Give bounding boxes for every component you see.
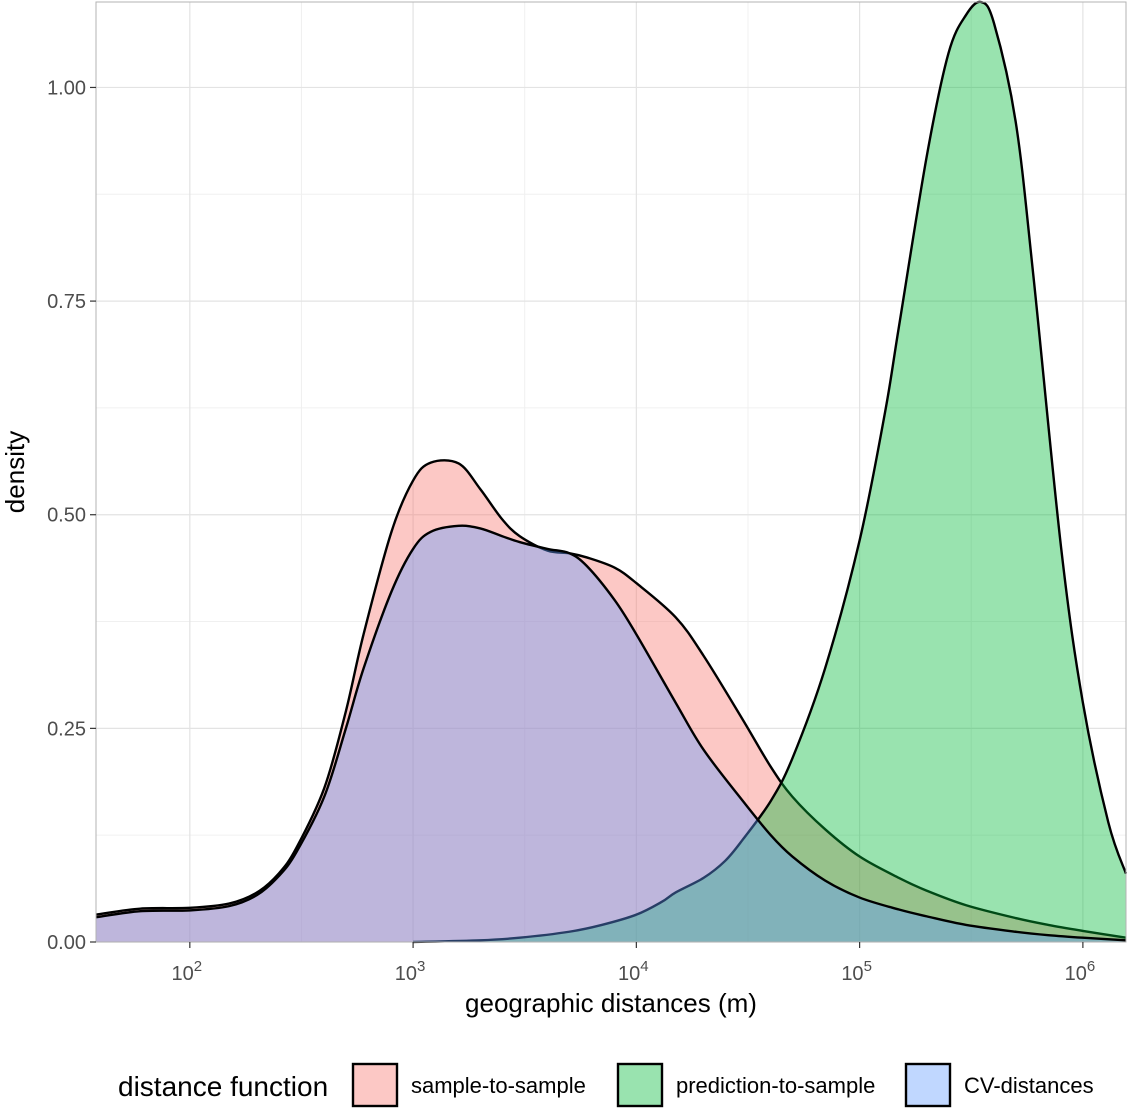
legend-label-prediction-to-sample: prediction-to-sample [676,1073,875,1098]
legend-key-bg-cv-distances [906,1064,950,1106]
x-axis-ticks: 102 103 104 105 106 [172,942,1096,985]
x-tick-label: 104 [618,958,649,985]
density-area-cv-distances [96,525,1126,942]
x-tick-label: 103 [395,958,426,985]
y-tick-label: 0.25 [47,718,86,740]
x-axis-title: geographic distances (m) [465,988,757,1018]
density-line-sample-to-sample [95,459,1127,939]
density-line-prediction-to-sample [413,0,1127,944]
legend-key-cv-distances [904,1062,952,1108]
legend: distance function sample-to-sample predic… [118,1062,1094,1108]
density-line-cv-distances [95,524,1127,942]
density-area-prediction-to-sample [413,1,1127,943]
legend-key-sample-to-sample [351,1062,399,1108]
y-axis-title: density [0,431,30,513]
x-tick-label: 102 [172,958,203,985]
legend-key-bg-sample-to-sample [353,1064,397,1106]
x-tick-label: 105 [841,958,872,985]
y-tick-label: 0.00 [47,932,86,954]
legend-label-cv-distances: CV-distances [964,1073,1094,1098]
legend-label-sample-to-sample: sample-to-sample [411,1073,586,1098]
legend-key-prediction-to-sample [616,1062,664,1108]
y-tick-label: 0.50 [47,505,86,527]
grid-minor [96,2,1126,942]
density-area-sample-to-sample [96,460,1126,942]
legend-title: distance function [118,1071,328,1102]
panel-border [95,1,1127,943]
density-areas [95,0,1127,944]
y-axis-ticks: 0.00 0.25 0.50 0.75 1.00 [47,77,96,954]
x-tick-label: 106 [1065,958,1096,985]
legend-key-bg-prediction-to-sample [618,1064,662,1106]
y-tick-label: 0.75 [47,291,86,313]
y-tick-label: 1.00 [47,77,86,99]
